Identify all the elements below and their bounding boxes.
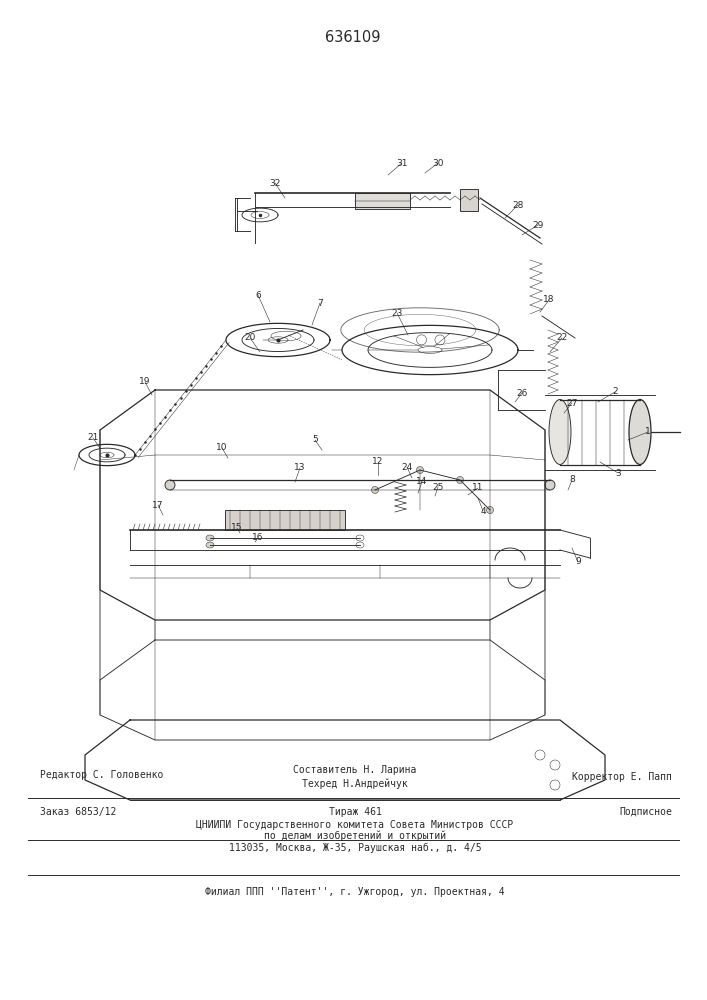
Text: Заказ 6853/12: Заказ 6853/12 [40,807,117,817]
Ellipse shape [206,535,214,541]
Text: 23: 23 [391,308,403,318]
Text: 17: 17 [152,500,164,510]
Text: 9: 9 [575,558,581,566]
Text: 8: 8 [569,476,575,485]
Text: 1: 1 [645,428,651,436]
Ellipse shape [206,542,214,548]
Text: 636109: 636109 [325,30,381,45]
Text: 18: 18 [543,296,555,304]
Text: 20: 20 [245,334,256,342]
Text: Редактор С. Головенко: Редактор С. Головенко [40,770,163,780]
Text: Техред Н.Андрейчук: Техред Н.Андрейчук [302,779,408,789]
Text: 25: 25 [432,483,444,491]
Bar [225,510,345,530]
Circle shape [457,477,464,484]
Ellipse shape [165,480,175,490]
Bar [460,189,478,211]
Text: 22: 22 [556,334,568,342]
Text: 21: 21 [87,434,99,442]
Text: 6: 6 [255,290,261,300]
Text: 3: 3 [615,468,621,478]
Ellipse shape [549,399,571,464]
Text: 7: 7 [317,298,323,308]
Text: 15: 15 [231,524,243,532]
Text: 5: 5 [312,436,318,444]
Text: 2: 2 [612,387,618,396]
Text: ЦНИИПИ Государственного комитета Совета Министров СССР: ЦНИИПИ Государственного комитета Совета … [197,820,513,830]
Text: 4: 4 [480,506,486,516]
Text: 28: 28 [513,200,524,210]
Text: 113035, Москва, Ж-35, Раушская наб., д. 4/5: 113035, Москва, Ж-35, Раушская наб., д. … [228,843,481,853]
Text: 11: 11 [472,484,484,492]
Text: Корректор Е. Папп: Корректор Е. Папп [572,772,672,782]
Circle shape [371,487,378,493]
Text: 12: 12 [373,458,384,466]
Circle shape [416,466,423,474]
Text: 14: 14 [416,478,428,487]
Ellipse shape [629,399,651,464]
Ellipse shape [545,480,555,490]
Text: Подписное: Подписное [619,807,672,817]
Text: 16: 16 [252,534,264,542]
Text: по делам изобретений и открытий: по делам изобретений и открытий [264,831,446,841]
Text: 26: 26 [516,388,527,397]
Text: 24: 24 [402,462,413,472]
Text: Филиал ППП ''Патент'', г. Ужгород, ул. Проектная, 4: Филиал ППП ''Патент'', г. Ужгород, ул. П… [205,887,505,897]
Text: 30: 30 [432,158,444,167]
Text: 32: 32 [269,178,281,188]
Bar [355,193,410,209]
Text: 29: 29 [532,221,544,230]
Text: 10: 10 [216,444,228,452]
Circle shape [486,506,493,514]
Text: 27: 27 [566,398,578,408]
Text: 13: 13 [294,464,305,473]
Text: Тираж 461: Тираж 461 [329,807,382,817]
Text: 31: 31 [396,158,408,167]
Text: Составитель Н. Ларина: Составитель Н. Ларина [293,765,416,775]
Text: 19: 19 [139,377,151,386]
